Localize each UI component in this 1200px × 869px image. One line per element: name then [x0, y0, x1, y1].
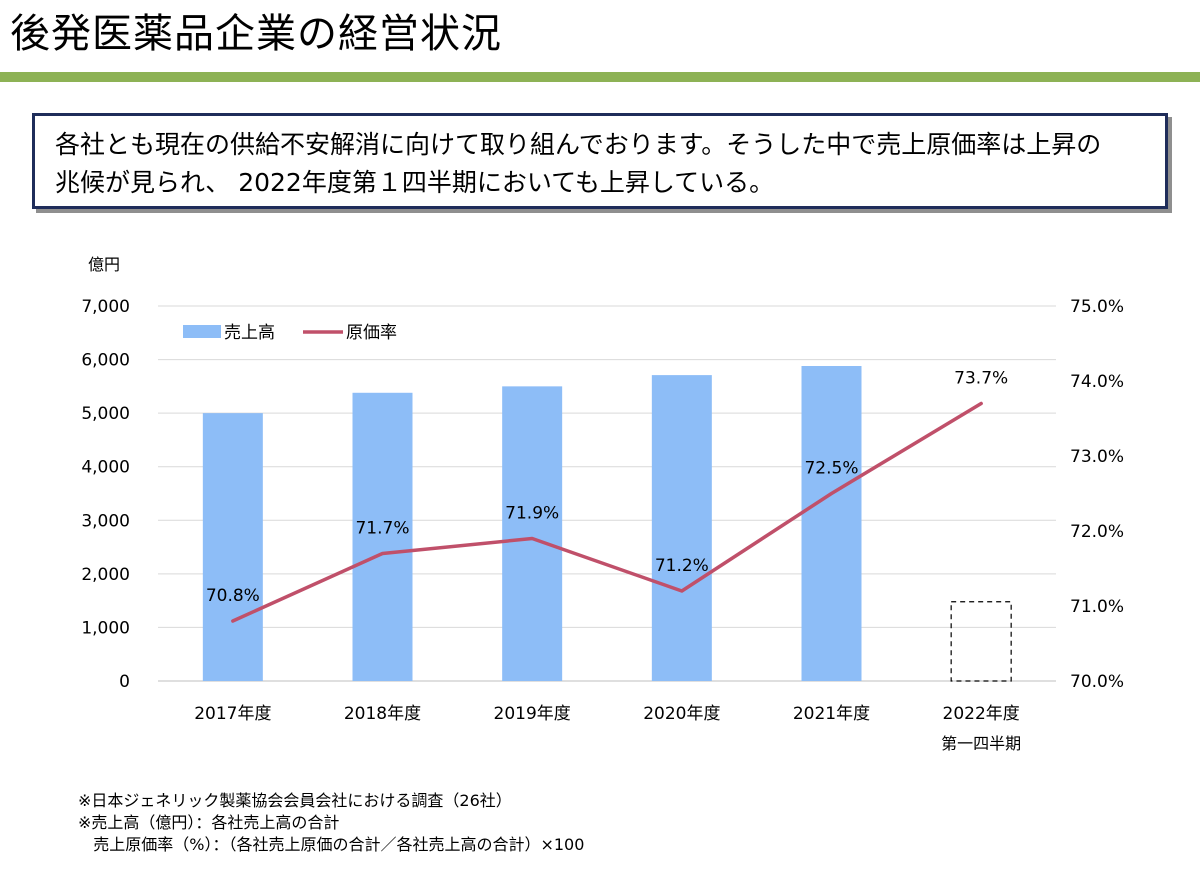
- x-tick-label: 2022年度: [943, 704, 1020, 724]
- title-rule: [0, 72, 1200, 82]
- footnotes: ※日本ジェネリック製薬協会会員会社における調査（26社） ※売上高（億円）：各社…: [78, 790, 584, 856]
- y-tick-label: 3,000: [81, 511, 130, 531]
- legend-label-cost-ratio: 原価率: [346, 323, 397, 343]
- footnote-2: ※売上高（億円）：各社売上高の合計: [78, 813, 340, 832]
- x-tick-sublabel: 第一四半期: [941, 734, 1021, 753]
- data-label: 72.5%: [804, 459, 858, 479]
- summary-line-2: 兆候が見られ、 2022年度第１四半期においても上昇している。: [55, 168, 775, 197]
- data-label: 71.9%: [505, 504, 559, 524]
- y-tick-label: 5,000: [81, 404, 130, 424]
- bar: [202, 413, 263, 681]
- bar: [950, 601, 1012, 682]
- bar: [502, 386, 563, 681]
- y2-tick-label: 71.0%: [1070, 597, 1124, 617]
- data-label: 71.7%: [355, 519, 409, 539]
- y2-tick-label: 73.0%: [1070, 447, 1124, 467]
- data-label: 70.8%: [206, 586, 260, 606]
- footnote-1: ※日本ジェネリック製薬協会会員会社における調査（26社）: [78, 791, 512, 810]
- combo-chart: 億円 0 1,000 2,000 3,000 4,000 5,000 6,000 7,000 70…: [81, 255, 1124, 753]
- x-tick-label: 2020年度: [643, 704, 720, 724]
- y2-tick-label: 75.0%: [1070, 297, 1124, 317]
- line-series-cost-ratio: [231, 401, 983, 623]
- y2-tick-label: 74.0%: [1070, 372, 1124, 392]
- page-title: 後発医薬品企業の経営状況: [10, 11, 502, 57]
- footnote-3: 売上原価率（%）：（各社売上原価の合計／各社売上高の合計）×100: [78, 835, 585, 854]
- data-label: 73.7%: [954, 369, 1008, 389]
- bar: [651, 375, 712, 681]
- y-tick-label: 4,000: [81, 458, 130, 478]
- y2-tick-label: 72.0%: [1070, 522, 1124, 542]
- y-tick-label: 1,000: [81, 618, 130, 638]
- x-tick-label: 2019年度: [494, 704, 571, 724]
- y-tick-label: 7,000: [81, 297, 130, 317]
- summary-box: 各社とも現在の供給不安解消に向けて取り組んでおります。そうした中で売上原価率は上…: [32, 113, 1168, 209]
- y-tick-label: 0: [119, 672, 130, 692]
- y2-tick-label: 70.0%: [1070, 672, 1124, 692]
- y-axis-unit-label: 億円: [88, 255, 120, 274]
- x-tick-label: 2018年度: [344, 704, 421, 724]
- legend-swatch-sales: [183, 325, 221, 338]
- x-tick-label: 2021年度: [793, 704, 870, 724]
- y-tick-label: 6,000: [81, 351, 130, 371]
- legend-label-sales: 売上高: [224, 323, 275, 343]
- summary-line-1: 各社とも現在の供給不安解消に向けて取り組んでおります。そうした中で売上原価率は上…: [55, 130, 1102, 159]
- bar: [801, 366, 862, 681]
- bar: [352, 392, 413, 681]
- data-label: 71.2%: [655, 556, 709, 576]
- y-tick-label: 2,000: [81, 565, 130, 585]
- x-tick-label: 2017年度: [194, 704, 271, 724]
